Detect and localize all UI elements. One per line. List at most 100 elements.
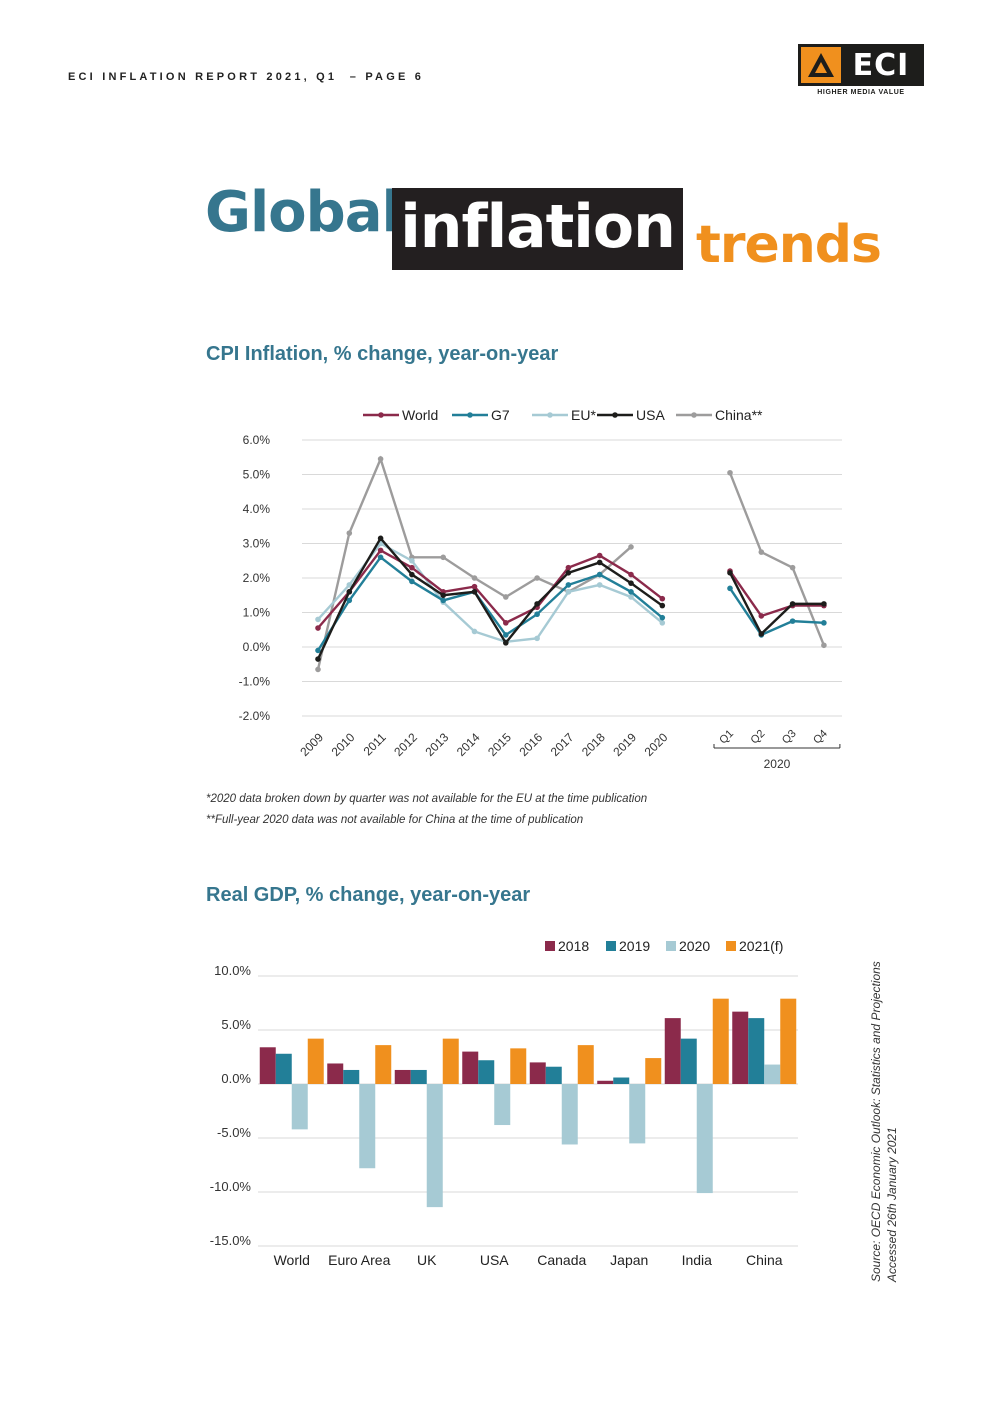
cpi-x-tick-label: 2020	[642, 730, 671, 759]
cpi-data-point	[534, 635, 540, 642]
cpi-data-point	[534, 611, 540, 618]
cpi-data-point	[471, 628, 478, 635]
cpi-data-point	[596, 559, 603, 566]
cpi-legend-label: EU*	[571, 407, 596, 423]
gdp-bar	[545, 1066, 562, 1084]
source-accessed: Accessed 26th January 2021	[885, 1127, 899, 1282]
gdp-bar	[291, 1084, 308, 1130]
eci-logo: ECI HIGHER MEDIA VALUE	[798, 44, 924, 96]
gdp-legend-swatch	[545, 941, 555, 951]
gdp-legend-swatch	[726, 941, 736, 951]
cpi-x-tick-label: 2014	[454, 730, 483, 759]
cpi-data-point	[346, 582, 353, 588]
cpi-data-point	[315, 625, 321, 631]
cpi-data-point	[346, 597, 353, 604]
gdp-legend-label: 2021(f)	[739, 938, 783, 954]
cpi-data-point	[315, 616, 321, 623]
cpi-series-quarter-line	[729, 587, 824, 637]
cpi-data-point	[565, 570, 572, 576]
gdp-bar	[327, 1063, 344, 1084]
title-trends: trends	[696, 215, 882, 275]
cpi-data-point	[628, 589, 634, 595]
gdp-bar	[426, 1084, 443, 1208]
cpi-data-point	[315, 647, 321, 654]
cpi-y-tick-label: 3.0%	[243, 537, 271, 551]
cpi-data-point	[596, 552, 603, 559]
cpi-data-point	[409, 571, 415, 578]
report-header: ECI INFLATION REPORT 2021, Q1 – PAGE 6	[68, 71, 425, 83]
cpi-data-point	[727, 570, 733, 576]
cpi-y-tick-label: 1.0%	[243, 606, 271, 620]
cpi-data-point	[628, 544, 634, 550]
cpi-data-point	[503, 594, 509, 600]
cpi-data-point	[440, 592, 446, 599]
cpi-data-point	[727, 469, 733, 476]
cpi-note-china: **Full-year 2020 data was not available …	[206, 814, 584, 826]
gdp-chart-title: Real GDP, % change, year-on-year	[206, 884, 531, 906]
gdp-bar	[680, 1038, 697, 1084]
cpi-legend-label: USA	[636, 407, 665, 423]
cpi-data-point	[821, 620, 827, 626]
gdp-bar	[494, 1084, 511, 1126]
gdp-category-label: China	[746, 1252, 783, 1268]
logo-wordmark: ECI	[841, 47, 921, 83]
gdp-bar-chart: 10.0% 5.0% 0.0% -5.0% -10.0% -15.0% World Euro …	[210, 938, 798, 1268]
gdp-category-label: World	[274, 1252, 310, 1268]
cpi-data-point	[628, 594, 634, 600]
gdp-bar	[577, 1045, 594, 1084]
gdp-bar	[343, 1069, 360, 1084]
gdp-bar	[629, 1084, 646, 1144]
cpi-data-point	[659, 614, 666, 621]
cpi-x-tick-label: 2017	[548, 730, 577, 759]
cpi-data-point	[471, 583, 478, 590]
gdp-bar	[410, 1069, 427, 1084]
cpi-x-tick-label: 2016	[516, 730, 545, 759]
cpi-series-line	[316, 555, 664, 652]
cpi-quarter-tick-label: Q3	[780, 728, 799, 747]
gdp-bar	[275, 1053, 292, 1084]
gdp-bar	[359, 1084, 376, 1169]
cpi-series-line	[317, 548, 664, 629]
cpi-legend-marker	[467, 412, 473, 418]
cpi-data-point	[821, 642, 827, 649]
cpi-y-tick-label: 2.0%	[243, 571, 271, 585]
cpi-y-tick-label: -1.0%	[239, 675, 271, 689]
cpi-data-point	[758, 549, 765, 555]
cpi-legend-label: G7	[491, 407, 510, 423]
gdp-category-label: Euro Area	[328, 1252, 390, 1268]
cpi-data-point	[534, 601, 540, 607]
cpi-y-tick-label: 6.0%	[243, 433, 271, 447]
cpi-data-point	[503, 632, 509, 638]
gdp-category-label: UK	[417, 1252, 437, 1268]
gdp-bar	[645, 1058, 662, 1084]
cpi-quarter-tick-label: Q4	[811, 728, 830, 747]
gdp-bar	[664, 1018, 681, 1084]
gdp-bar	[462, 1051, 479, 1084]
cpi-data-point	[565, 589, 572, 595]
gdp-y-tick-label: -15.0%	[210, 1233, 252, 1248]
gdp-bar	[748, 1018, 765, 1084]
cpi-data-point	[565, 582, 572, 588]
title-global: Global	[205, 180, 401, 245]
cpi-quarter-tick-label: Q2	[749, 728, 768, 747]
gdp-bar	[764, 1064, 781, 1084]
cpi-x-tick-label: 2012	[391, 730, 420, 759]
gdp-bar	[307, 1038, 324, 1084]
logo-mountain-icon	[801, 47, 841, 83]
cpi-quarter-group-label: 2020	[764, 757, 791, 771]
cpi-y-tick-label: 5.0%	[243, 468, 271, 482]
cpi-x-tick-label: 2010	[329, 730, 358, 759]
gdp-bar	[597, 1080, 614, 1084]
gdp-legend-swatch	[666, 941, 676, 951]
cpi-data-point	[758, 613, 765, 619]
cpi-y-tick-label: 4.0%	[243, 502, 271, 516]
title-inflation-box: inflation	[392, 188, 683, 270]
cpi-data-point	[789, 618, 796, 624]
cpi-series-quarter-line	[728, 572, 824, 636]
cpi-legend-label: China**	[715, 407, 763, 423]
cpi-data-point	[409, 557, 415, 564]
cpi-data-point	[821, 601, 827, 607]
gdp-legend-label: 2018	[558, 938, 589, 954]
cpi-data-point	[377, 456, 384, 462]
cpi-data-point	[534, 575, 540, 581]
